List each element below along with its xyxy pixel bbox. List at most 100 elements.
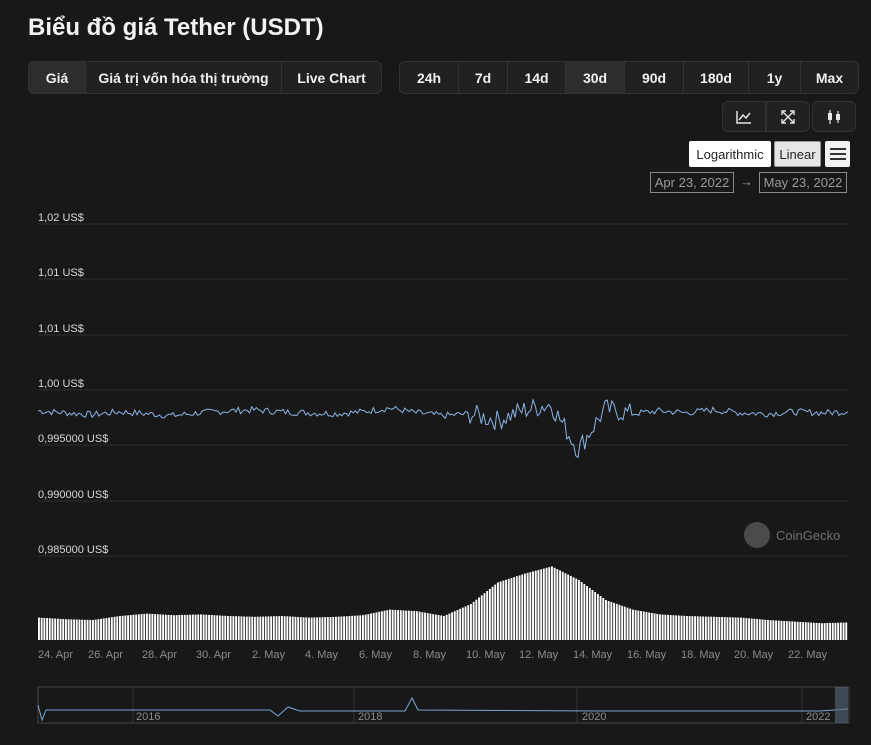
volume-bar bbox=[127, 615, 129, 640]
volume-bar bbox=[632, 609, 634, 640]
volume-bar bbox=[672, 615, 675, 640]
range-14d[interactable]: 14d bbox=[508, 62, 566, 93]
volume-bar bbox=[62, 619, 65, 640]
volume-bar bbox=[629, 608, 632, 640]
fullscreen-button[interactable] bbox=[766, 101, 810, 132]
volume-bar bbox=[461, 607, 464, 640]
date-from-input[interactable]: Apr 23, 2022 bbox=[650, 172, 734, 193]
candlestick-button[interactable] bbox=[812, 101, 856, 132]
navigator-year-label: 2018 bbox=[358, 711, 383, 723]
x-tick-label: 20. May bbox=[734, 649, 774, 661]
volume-bar bbox=[497, 582, 499, 640]
volume-bar bbox=[556, 569, 559, 640]
volume-bar bbox=[251, 616, 254, 640]
volume-bar bbox=[237, 616, 240, 640]
volume-bar bbox=[499, 581, 502, 640]
navigator-year-label: 2020 bbox=[582, 711, 607, 723]
y-tick-label: 1,01 US$ bbox=[38, 323, 84, 335]
linear-button[interactable]: Linear bbox=[774, 141, 821, 167]
volume-bar bbox=[434, 614, 437, 640]
page-title: Biểu đồ giá Tether (USDT) bbox=[28, 14, 324, 41]
volume-bar bbox=[812, 622, 815, 640]
volume-bar bbox=[648, 612, 651, 640]
volume-bar bbox=[329, 617, 332, 640]
volume-bar bbox=[583, 584, 586, 640]
volume-bar bbox=[378, 611, 381, 640]
volume-bar bbox=[588, 588, 591, 640]
volume-bar bbox=[699, 616, 702, 640]
volume-bar bbox=[715, 616, 718, 640]
chart-menu-button[interactable] bbox=[825, 141, 850, 167]
volume-bar bbox=[264, 616, 267, 640]
volume-bar bbox=[370, 613, 372, 640]
range-7d[interactable]: 7d bbox=[459, 62, 508, 93]
volume-bar bbox=[183, 614, 186, 640]
volume-bar bbox=[143, 613, 146, 640]
x-tick-label: 26. Apr bbox=[88, 649, 123, 661]
range-180d[interactable]: 180d bbox=[684, 62, 749, 93]
volume-bar bbox=[513, 577, 516, 640]
volume-bar bbox=[737, 617, 740, 640]
volume-bar bbox=[696, 616, 699, 640]
volume-bar bbox=[343, 616, 345, 640]
volume-bar bbox=[65, 619, 67, 640]
volume-bar bbox=[399, 610, 402, 640]
volume-bar bbox=[761, 619, 764, 640]
volume-bar bbox=[119, 616, 121, 640]
line-chart-button[interactable] bbox=[722, 101, 766, 132]
volume-bar bbox=[769, 620, 772, 640]
date-to-input[interactable]: May 23, 2022 bbox=[759, 172, 847, 193]
range-24h[interactable]: 24h bbox=[400, 62, 459, 93]
volume-bar bbox=[645, 612, 648, 640]
volume-bar bbox=[146, 613, 148, 640]
volume-bar bbox=[799, 621, 802, 640]
volume-bar bbox=[259, 616, 262, 640]
volume-bar bbox=[723, 617, 726, 640]
volume-bar bbox=[753, 618, 756, 640]
volume-bar bbox=[159, 614, 162, 640]
tab-market-cap[interactable]: Giá trị vốn hóa thị trường bbox=[86, 62, 282, 93]
volume-bar bbox=[308, 617, 310, 640]
volume-bar bbox=[129, 615, 132, 640]
volume-bar bbox=[467, 605, 470, 640]
volume-bar bbox=[794, 621, 796, 640]
volume-bar bbox=[86, 619, 89, 640]
volume-bar bbox=[170, 615, 173, 640]
tab-live-chart[interactable]: Live Chart bbox=[297, 69, 366, 86]
watermark-text: CoinGecko bbox=[776, 527, 841, 543]
volume-bar bbox=[162, 614, 165, 640]
volume-bar bbox=[151, 613, 154, 640]
volume-bar bbox=[181, 615, 183, 640]
x-tick-label: 14. May bbox=[573, 649, 613, 661]
logarithmic-button[interactable]: Logarithmic bbox=[689, 141, 771, 167]
volume-bar bbox=[272, 616, 275, 640]
volume-bar bbox=[189, 614, 192, 640]
volume-bar bbox=[178, 615, 181, 640]
volume-bar bbox=[831, 622, 834, 640]
volume-bar bbox=[175, 615, 178, 640]
tab-price[interactable]: Giá bbox=[29, 62, 86, 93]
volume-bar bbox=[764, 619, 767, 640]
volume-bar bbox=[540, 569, 543, 640]
volume-bar bbox=[642, 611, 645, 640]
range-90d[interactable]: 90d bbox=[625, 62, 684, 93]
volume-bar bbox=[407, 610, 410, 640]
x-tick-label: 18. May bbox=[681, 649, 721, 661]
volume-bar bbox=[102, 618, 105, 640]
range-30d[interactable]: 30d bbox=[566, 62, 625, 93]
volume-bar bbox=[248, 616, 251, 640]
volume-bar bbox=[116, 616, 119, 640]
volume-bar bbox=[807, 622, 810, 640]
volume-bar bbox=[569, 575, 572, 640]
volume-bar bbox=[478, 597, 480, 640]
volume-bar bbox=[243, 616, 246, 640]
volume-bar bbox=[607, 601, 610, 640]
range-1y[interactable]: 1y bbox=[749, 62, 801, 93]
volume-bar bbox=[634, 610, 637, 640]
volume-bar bbox=[788, 621, 791, 640]
volume-bar bbox=[235, 616, 237, 640]
range-max[interactable]: Max bbox=[815, 69, 844, 86]
volume-bar bbox=[256, 616, 259, 640]
volume-bar bbox=[621, 605, 624, 640]
volume-bar bbox=[429, 613, 432, 640]
